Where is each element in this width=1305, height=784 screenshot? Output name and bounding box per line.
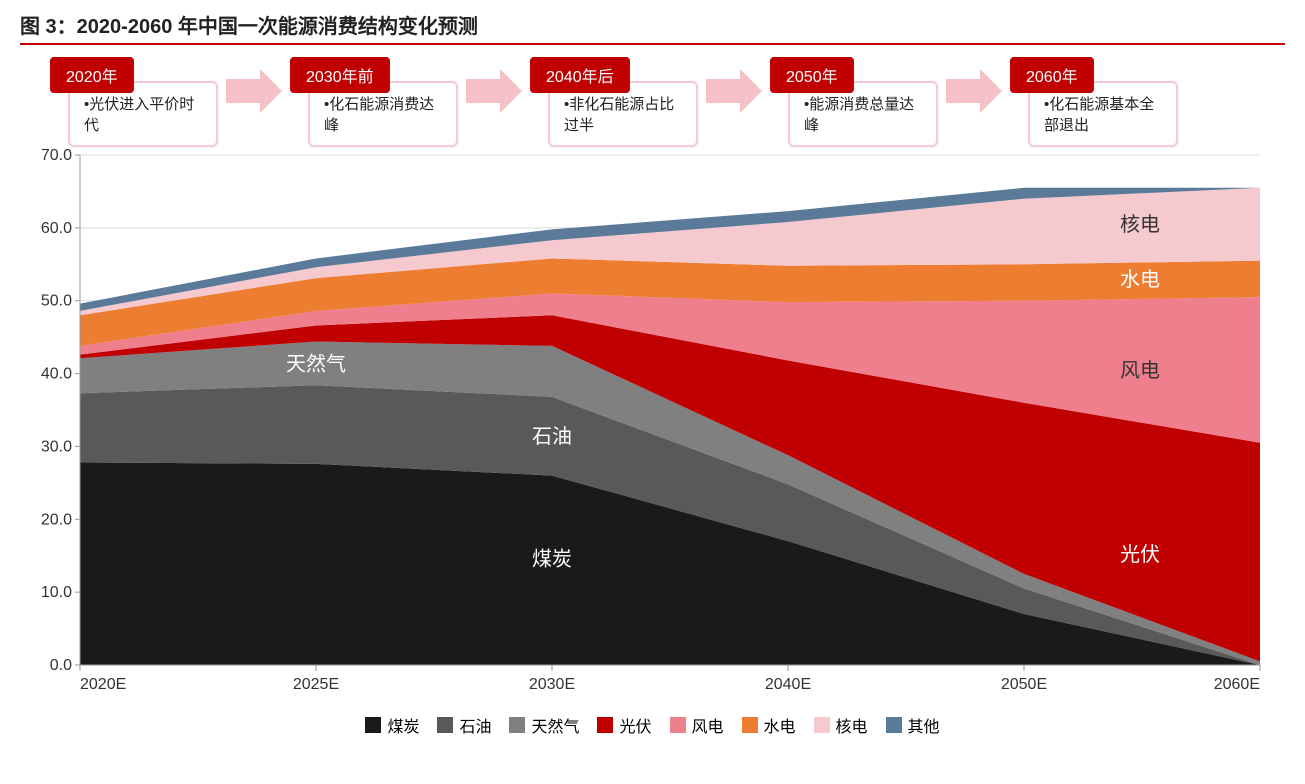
series-label-coal: 煤炭 xyxy=(532,547,572,570)
legend-label: 光伏 xyxy=(619,713,651,737)
legend-item-hydro: 水电 xyxy=(742,713,796,737)
legend-item-nuclear: 核电 xyxy=(814,713,868,737)
legend-item-oil: 石油 xyxy=(437,713,491,737)
milestone: 2030年前•化石能源消费达峰 xyxy=(290,57,458,137)
arrow-icon xyxy=(226,69,282,113)
series-label-pv: 光伏 xyxy=(1120,543,1160,566)
legend-item-pv: 光伏 xyxy=(597,713,651,737)
y-tick-label: 70.0 xyxy=(41,147,72,164)
y-tick-label: 50.0 xyxy=(41,293,72,310)
y-tick-label: 40.0 xyxy=(41,366,72,383)
legend-label: 煤炭 xyxy=(387,713,419,737)
legend-item-gas: 天然气 xyxy=(509,713,579,737)
y-tick-label: 30.0 xyxy=(41,438,72,455)
y-tick-label: 0.0 xyxy=(50,657,72,674)
legend-swatch xyxy=(670,717,686,733)
legend-swatch xyxy=(365,717,381,733)
legend-label: 风电 xyxy=(692,713,724,737)
series-label-gas: 天然气 xyxy=(286,352,346,375)
legend-label: 天然气 xyxy=(531,713,579,737)
series-label-hydro: 水电 xyxy=(1120,268,1160,291)
x-tick-label: 2025E xyxy=(293,676,339,693)
milestone-year: 2050年 xyxy=(770,57,854,93)
arrow-icon xyxy=(946,69,1002,113)
milestone: 2020年•光伏进入平价时代 xyxy=(50,57,218,137)
legend-swatch xyxy=(742,717,758,733)
legend-label: 其他 xyxy=(908,713,940,737)
arrow-icon xyxy=(466,69,522,113)
y-tick-label: 10.0 xyxy=(41,584,72,601)
legend-item-wind: 风电 xyxy=(670,713,724,737)
legend-label: 水电 xyxy=(764,713,796,737)
x-tick-label: 2060E xyxy=(1214,676,1260,693)
legend-swatch xyxy=(886,717,902,733)
series-label-wind: 风电 xyxy=(1120,359,1160,382)
x-tick-label: 2050E xyxy=(1001,676,1047,693)
legend-swatch xyxy=(509,717,525,733)
legend-label: 石油 xyxy=(459,713,491,737)
timeline-row: 2020年•光伏进入平价时代 2030年前•化石能源消费达峰 2040年后•非化石能… xyxy=(50,57,1285,137)
series-label-nuclear: 核电 xyxy=(1120,213,1160,236)
arrow-icon xyxy=(706,69,762,113)
figure-title: 图 3：2020-2060 年中国一次能源消费结构变化预测 xyxy=(20,16,478,38)
legend-item-coal: 煤炭 xyxy=(365,713,419,737)
legend-swatch xyxy=(437,717,453,733)
x-tick-label: 2030E xyxy=(529,676,575,693)
y-tick-label: 20.0 xyxy=(41,511,72,528)
milestone: 2060年•化石能源基本全部退出 xyxy=(1010,57,1178,137)
legend-label: 核电 xyxy=(836,713,868,737)
legend-swatch xyxy=(597,717,613,733)
chart-container: 0.0 10.0 20.0 30.0 40.0 50.0 60.0 70.0 煤炭 石油 天然气光伏… xyxy=(20,145,1280,705)
x-tick-label: 2040E xyxy=(765,676,811,693)
chart-legend: 煤炭 石油 天然气 光伏 风电 水电 核电 其他 xyxy=(20,713,1285,737)
milestone-year: 2020年 xyxy=(50,57,134,93)
milestone-year: 2030年前 xyxy=(290,57,390,93)
milestone-year: 2060年 xyxy=(1010,57,1094,93)
milestone: 2040年后•非化石能源占比过半 xyxy=(530,57,698,137)
stacked-area-chart: 0.0 10.0 20.0 30.0 40.0 50.0 60.0 70.0 煤炭 石油 天然气光伏… xyxy=(20,145,1280,705)
x-tick-label: 2020E xyxy=(80,676,126,693)
legend-item-other: 其他 xyxy=(886,713,940,737)
milestone: 2050年•能源消费总量达峰 xyxy=(770,57,938,137)
milestone-year: 2040年后 xyxy=(530,57,630,93)
series-label-oil: 石油 xyxy=(532,425,572,448)
legend-swatch xyxy=(814,717,830,733)
y-tick-label: 60.0 xyxy=(41,220,72,237)
figure-title-row: 图 3：2020-2060 年中国一次能源消费结构变化预测 xyxy=(20,10,1285,45)
